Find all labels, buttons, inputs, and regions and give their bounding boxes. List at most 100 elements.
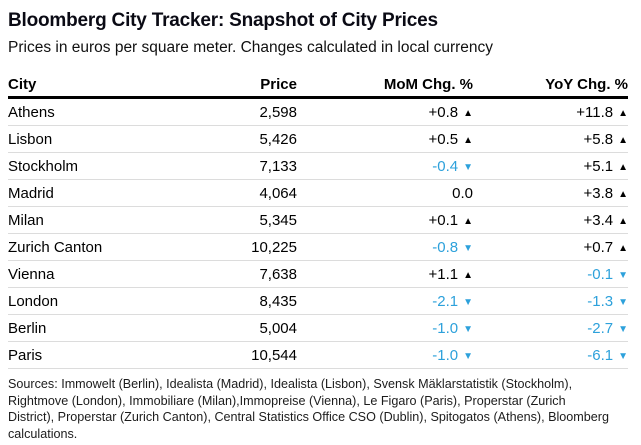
table-row: London 8,435 -2.1 ▼ -1.3 ▼ [8,288,628,315]
column-header-city: City [8,75,37,93]
down-arrow-icon: ▼ [618,269,628,281]
yoy-change: +5.8 ▲ [473,131,628,148]
mom-change-value: -0.8 [432,238,459,256]
up-arrow-icon: ▲ [463,134,473,146]
down-arrow-icon: ▼ [463,161,473,173]
city-name: Milan [8,211,44,229]
city-name: Athens [8,103,55,121]
city-price-table: City Price MoM Chg. % YoY Chg. % Athens 2… [8,72,628,369]
mom-change-value: 0.0 [452,184,473,202]
mom-change-value: +1.1 [428,265,459,283]
page-subtitle: Prices in euros per square meter. Change… [8,39,494,56]
price-value: 2,598 [259,103,297,121]
up-arrow-icon: ▲ [618,107,628,119]
table-header-row: City Price MoM Chg. % YoY Chg. % [8,72,628,99]
price-value: 5,345 [259,211,297,229]
table-body: Athens 2,598 +0.8 ▲ +11.8 ▲ Lisbon 5,426 +0.5 ▲ +5… [8,99,628,369]
yoy-change-value: -2.7 [587,319,614,337]
down-arrow-icon: ▼ [618,323,628,335]
yoy-change-value: -6.1 [587,346,614,364]
page-title: Bloomberg City Tracker: Snapshot of City… [8,10,438,31]
city-name: Madrid [8,184,54,202]
mom-change-value: -1.0 [432,319,459,337]
mom-change: +0.8 ▲ [297,104,473,121]
up-arrow-icon: ▲ [618,134,628,146]
mom-change: +0.1 ▲ [297,212,473,229]
down-arrow-icon: ▼ [463,242,473,254]
mom-change-value: -2.1 [432,292,459,310]
mom-change-value: -0.4 [432,157,459,175]
city-name: Vienna [8,265,55,283]
up-arrow-icon: ▲ [463,215,473,227]
yoy-change-value: +11.8 [576,103,614,121]
mom-change: +1.1 ▲ [297,266,473,283]
yoy-change: +3.4 ▲ [473,212,628,229]
city-name: Zurich Canton [8,238,103,256]
price-value: 4,064 [259,184,297,202]
mom-change: 0.0 [297,185,473,202]
city-name: Lisbon [8,130,53,148]
mom-change: -1.0 ▼ [297,347,473,364]
up-arrow-icon: ▲ [618,215,628,227]
mom-change: +0.5 ▲ [297,131,473,148]
yoy-change-value: -0.1 [587,265,614,283]
mom-change-value: +0.8 [428,103,459,121]
down-arrow-icon: ▼ [618,350,628,362]
column-header-mom-chg: MoM Chg. % [383,75,473,93]
price-value: 10,225 [251,238,297,256]
yoy-change-value: +3.8 [583,184,614,202]
down-arrow-icon: ▼ [463,296,473,308]
yoy-change: -2.7 ▼ [473,320,628,337]
mom-change: -2.1 ▼ [297,293,473,310]
up-arrow-icon: ▲ [463,269,473,281]
mom-change-value: +0.1 [428,211,459,229]
city-name: London [8,292,59,310]
table-row: Berlin 5,004 -1.0 ▼ -2.7 ▼ [8,315,628,342]
yoy-change: -6.1 ▼ [473,347,628,364]
city-name: Stockholm [8,157,79,175]
city-name: Berlin [8,319,47,337]
price-value: 7,638 [259,265,297,283]
yoy-change-value: -1.3 [587,292,614,310]
price-value: 5,004 [259,319,297,337]
up-arrow-icon: ▲ [618,188,628,200]
sources-note: Sources: Immowelt (Berlin), Idealista (M… [8,377,609,441]
up-arrow-icon: ▲ [463,107,473,119]
table-row: Stockholm 7,133 -0.4 ▼ +5.1 ▲ [8,153,628,180]
price-value: 7,133 [259,157,297,175]
mom-change: -0.4 ▼ [297,158,473,175]
yoy-change: -0.1 ▼ [473,266,628,283]
table-row: Madrid 4,064 0.0 +3.8 ▲ [8,180,628,207]
column-header-price: Price [260,75,297,93]
price-value: 10,544 [251,346,297,364]
table-row: Lisbon 5,426 +0.5 ▲ +5.8 ▲ [8,126,628,153]
mom-change: -1.0 ▼ [297,320,473,337]
down-arrow-icon: ▼ [618,296,628,308]
yoy-change-value: +3.4 [583,211,614,229]
up-arrow-icon: ▲ [618,242,628,254]
yoy-change: +11.8 ▲ [473,104,628,121]
down-arrow-icon: ▼ [463,350,473,362]
yoy-change-value: +0.7 [583,238,614,256]
table-row: Zurich Canton 10,225 -0.8 ▼ +0.7 ▲ [8,234,628,261]
yoy-change-value: +5.1 [583,157,614,175]
yoy-change: +5.1 ▲ [473,158,628,175]
up-arrow-icon: ▲ [618,161,628,173]
table-row: Athens 2,598 +0.8 ▲ +11.8 ▲ [8,99,628,126]
table-row: Milan 5,345 +0.1 ▲ +3.4 ▲ [8,207,628,234]
table-row: Vienna 7,638 +1.1 ▲ -0.1 ▼ [8,261,628,288]
city-name: Paris [8,346,43,364]
yoy-change-value: +5.8 [583,130,614,148]
mom-change: -0.8 ▼ [297,239,473,256]
yoy-change: +3.8 ▲ [473,185,628,202]
yoy-change: +0.7 ▲ [473,239,628,256]
yoy-change: -1.3 ▼ [473,293,628,310]
mom-change-value: +0.5 [428,130,459,148]
mom-change-value: -1.0 [432,346,459,364]
price-value: 8,435 [259,292,297,310]
price-value: 5,426 [259,130,297,148]
column-header-yoy-chg: YoY Chg. % [545,75,628,93]
down-arrow-icon: ▼ [463,323,473,335]
table-row: Paris 10,544 -1.0 ▼ -6.1 ▼ [8,342,628,369]
